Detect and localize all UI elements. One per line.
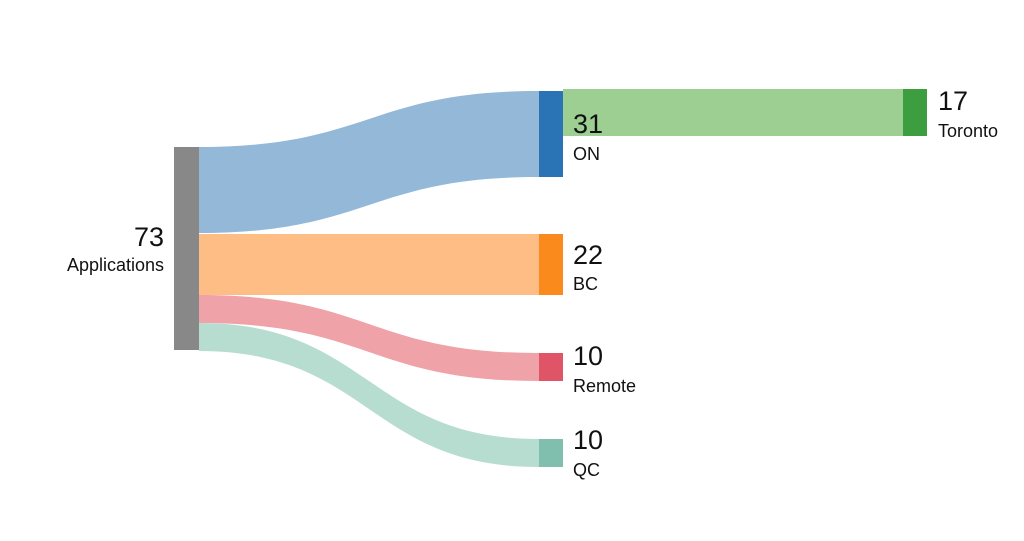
sankey-links: [199, 89, 903, 467]
node-applications-label: Applications: [67, 255, 164, 275]
node-toronto-label: Toronto: [938, 121, 998, 141]
node-applications: [174, 147, 199, 350]
node-remote-label: Remote: [573, 376, 636, 396]
link-on-to-toronto: [563, 89, 903, 136]
node-qc-label: QC: [573, 460, 600, 480]
node-toronto-value: 17: [938, 86, 968, 116]
node-bc: [539, 234, 563, 295]
node-on-label: ON: [573, 144, 600, 164]
node-on-value: 31: [573, 109, 603, 139]
node-qc: [539, 439, 563, 467]
sankey-nodes: [174, 89, 927, 467]
node-remote: [539, 353, 563, 381]
node-bc-label: BC: [573, 274, 598, 294]
node-toronto: [903, 89, 927, 136]
node-applications-value: 73: [134, 222, 164, 252]
link-applications-to-on: [199, 91, 539, 233]
link-applications-to-qc: [199, 323, 539, 467]
node-on: [539, 91, 563, 177]
node-remote-value: 10: [573, 341, 603, 371]
link-applications-to-remote: [199, 295, 539, 381]
sankey-labels: 73 Applications 31 ON 22 BC 10 Remote 10 QC 17 Toro…: [67, 86, 998, 480]
link-applications-to-bc: [199, 234, 539, 295]
node-bc-value: 22: [573, 240, 603, 270]
node-qc-value: 10: [573, 425, 603, 455]
